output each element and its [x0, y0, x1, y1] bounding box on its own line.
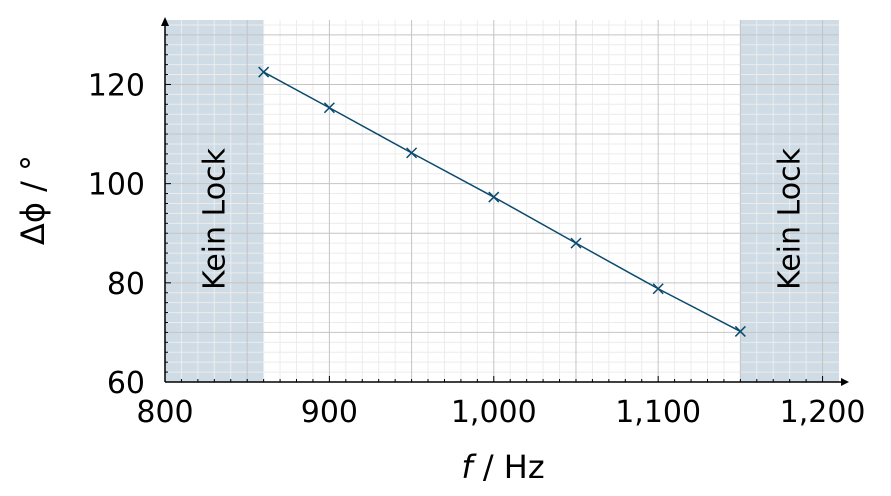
y-tick-label: 100 [88, 168, 145, 203]
data-point [652, 283, 664, 295]
y-axis-label: Δϕ / ° [14, 155, 52, 245]
major-grid [165, 20, 839, 382]
data-point [258, 66, 270, 78]
data-point [734, 325, 746, 337]
x-tick-label: 1,000 [451, 395, 537, 430]
axes [161, 17, 849, 386]
y-axis-arrow-icon [161, 17, 169, 26]
region-label-1: Kein Lock [773, 147, 808, 290]
region-label-0: Kein Lock [197, 147, 232, 290]
x-axis-label: f / Hz [461, 448, 544, 486]
y-tick-label: 60 [107, 366, 145, 401]
y-tick-label: 80 [107, 267, 145, 302]
x-axis-unit: / Hz [473, 448, 545, 486]
data-series [258, 66, 746, 337]
data-point [488, 191, 500, 203]
tick-labels: 800 900 1,000 1,100 1,200 60 80 100 120 [88, 68, 866, 430]
x-tick-label: 800 [136, 395, 193, 430]
data-point [570, 237, 582, 249]
data-point [406, 147, 418, 159]
x-tick-label: 1,200 [780, 395, 866, 430]
x-axis-arrow-icon [841, 378, 849, 386]
x-tick-label: 900 [301, 395, 358, 430]
x-tick-label: 1,100 [615, 395, 701, 430]
y-tick-label: 120 [88, 68, 145, 103]
region-labels: Kein Lock Kein Lock [197, 147, 807, 290]
data-point [323, 102, 335, 114]
